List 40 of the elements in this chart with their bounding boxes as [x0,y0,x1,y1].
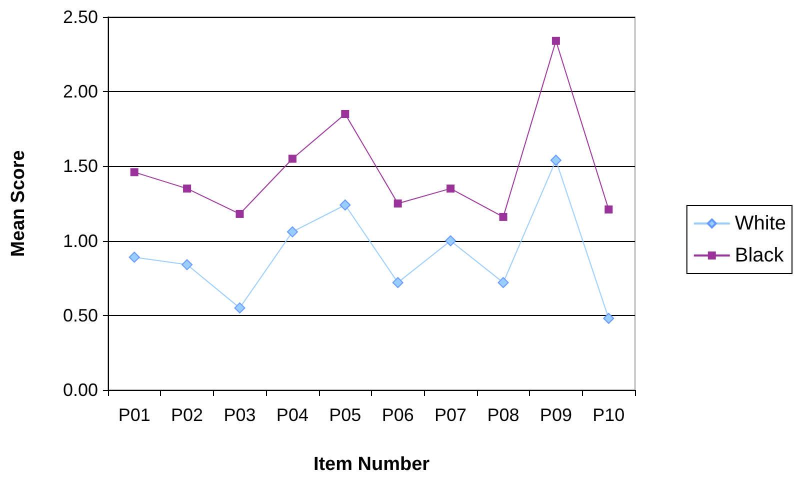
legend-label: White [734,212,786,234]
x-tick-label: P01 [118,405,150,425]
x-tick-label: P09 [540,405,572,425]
x-tick-label: P05 [329,405,362,425]
x-axis-title: Item Number [313,454,430,475]
y-tick-label: 1.00 [62,230,98,251]
point [236,210,244,218]
y-tick-label: 1.50 [62,156,98,176]
point [392,277,404,288]
point [130,168,138,176]
point [552,36,560,45]
point [128,252,140,263]
point [286,226,298,238]
point [445,235,456,246]
x-tick-label: P10 [592,405,625,425]
point [288,154,296,163]
point [394,200,402,208]
y-axis-title: Mean Score [8,150,29,257]
point [341,110,350,118]
point [499,212,508,221]
x-tick-label: P02 [171,405,204,425]
point [446,184,455,193]
point [340,199,351,210]
y-tick-label: 0.50 [62,305,98,326]
point [603,312,614,324]
point [604,205,613,214]
x-tick-label: P03 [224,405,256,425]
point [550,154,562,166]
y-tick-label: 2.50 [62,7,98,27]
y-tick-label: 0.00 [62,380,98,400]
point [183,184,192,193]
point [182,259,193,270]
x-tick-label: P08 [487,405,520,425]
point [498,277,509,288]
x-tick-label: P07 [434,405,467,425]
legend-label: Black [734,244,785,266]
point [234,302,246,314]
y-tick-label: 2.00 [62,82,98,102]
x-tick-label: P04 [276,405,308,425]
x-tick-label: P06 [382,405,414,425]
